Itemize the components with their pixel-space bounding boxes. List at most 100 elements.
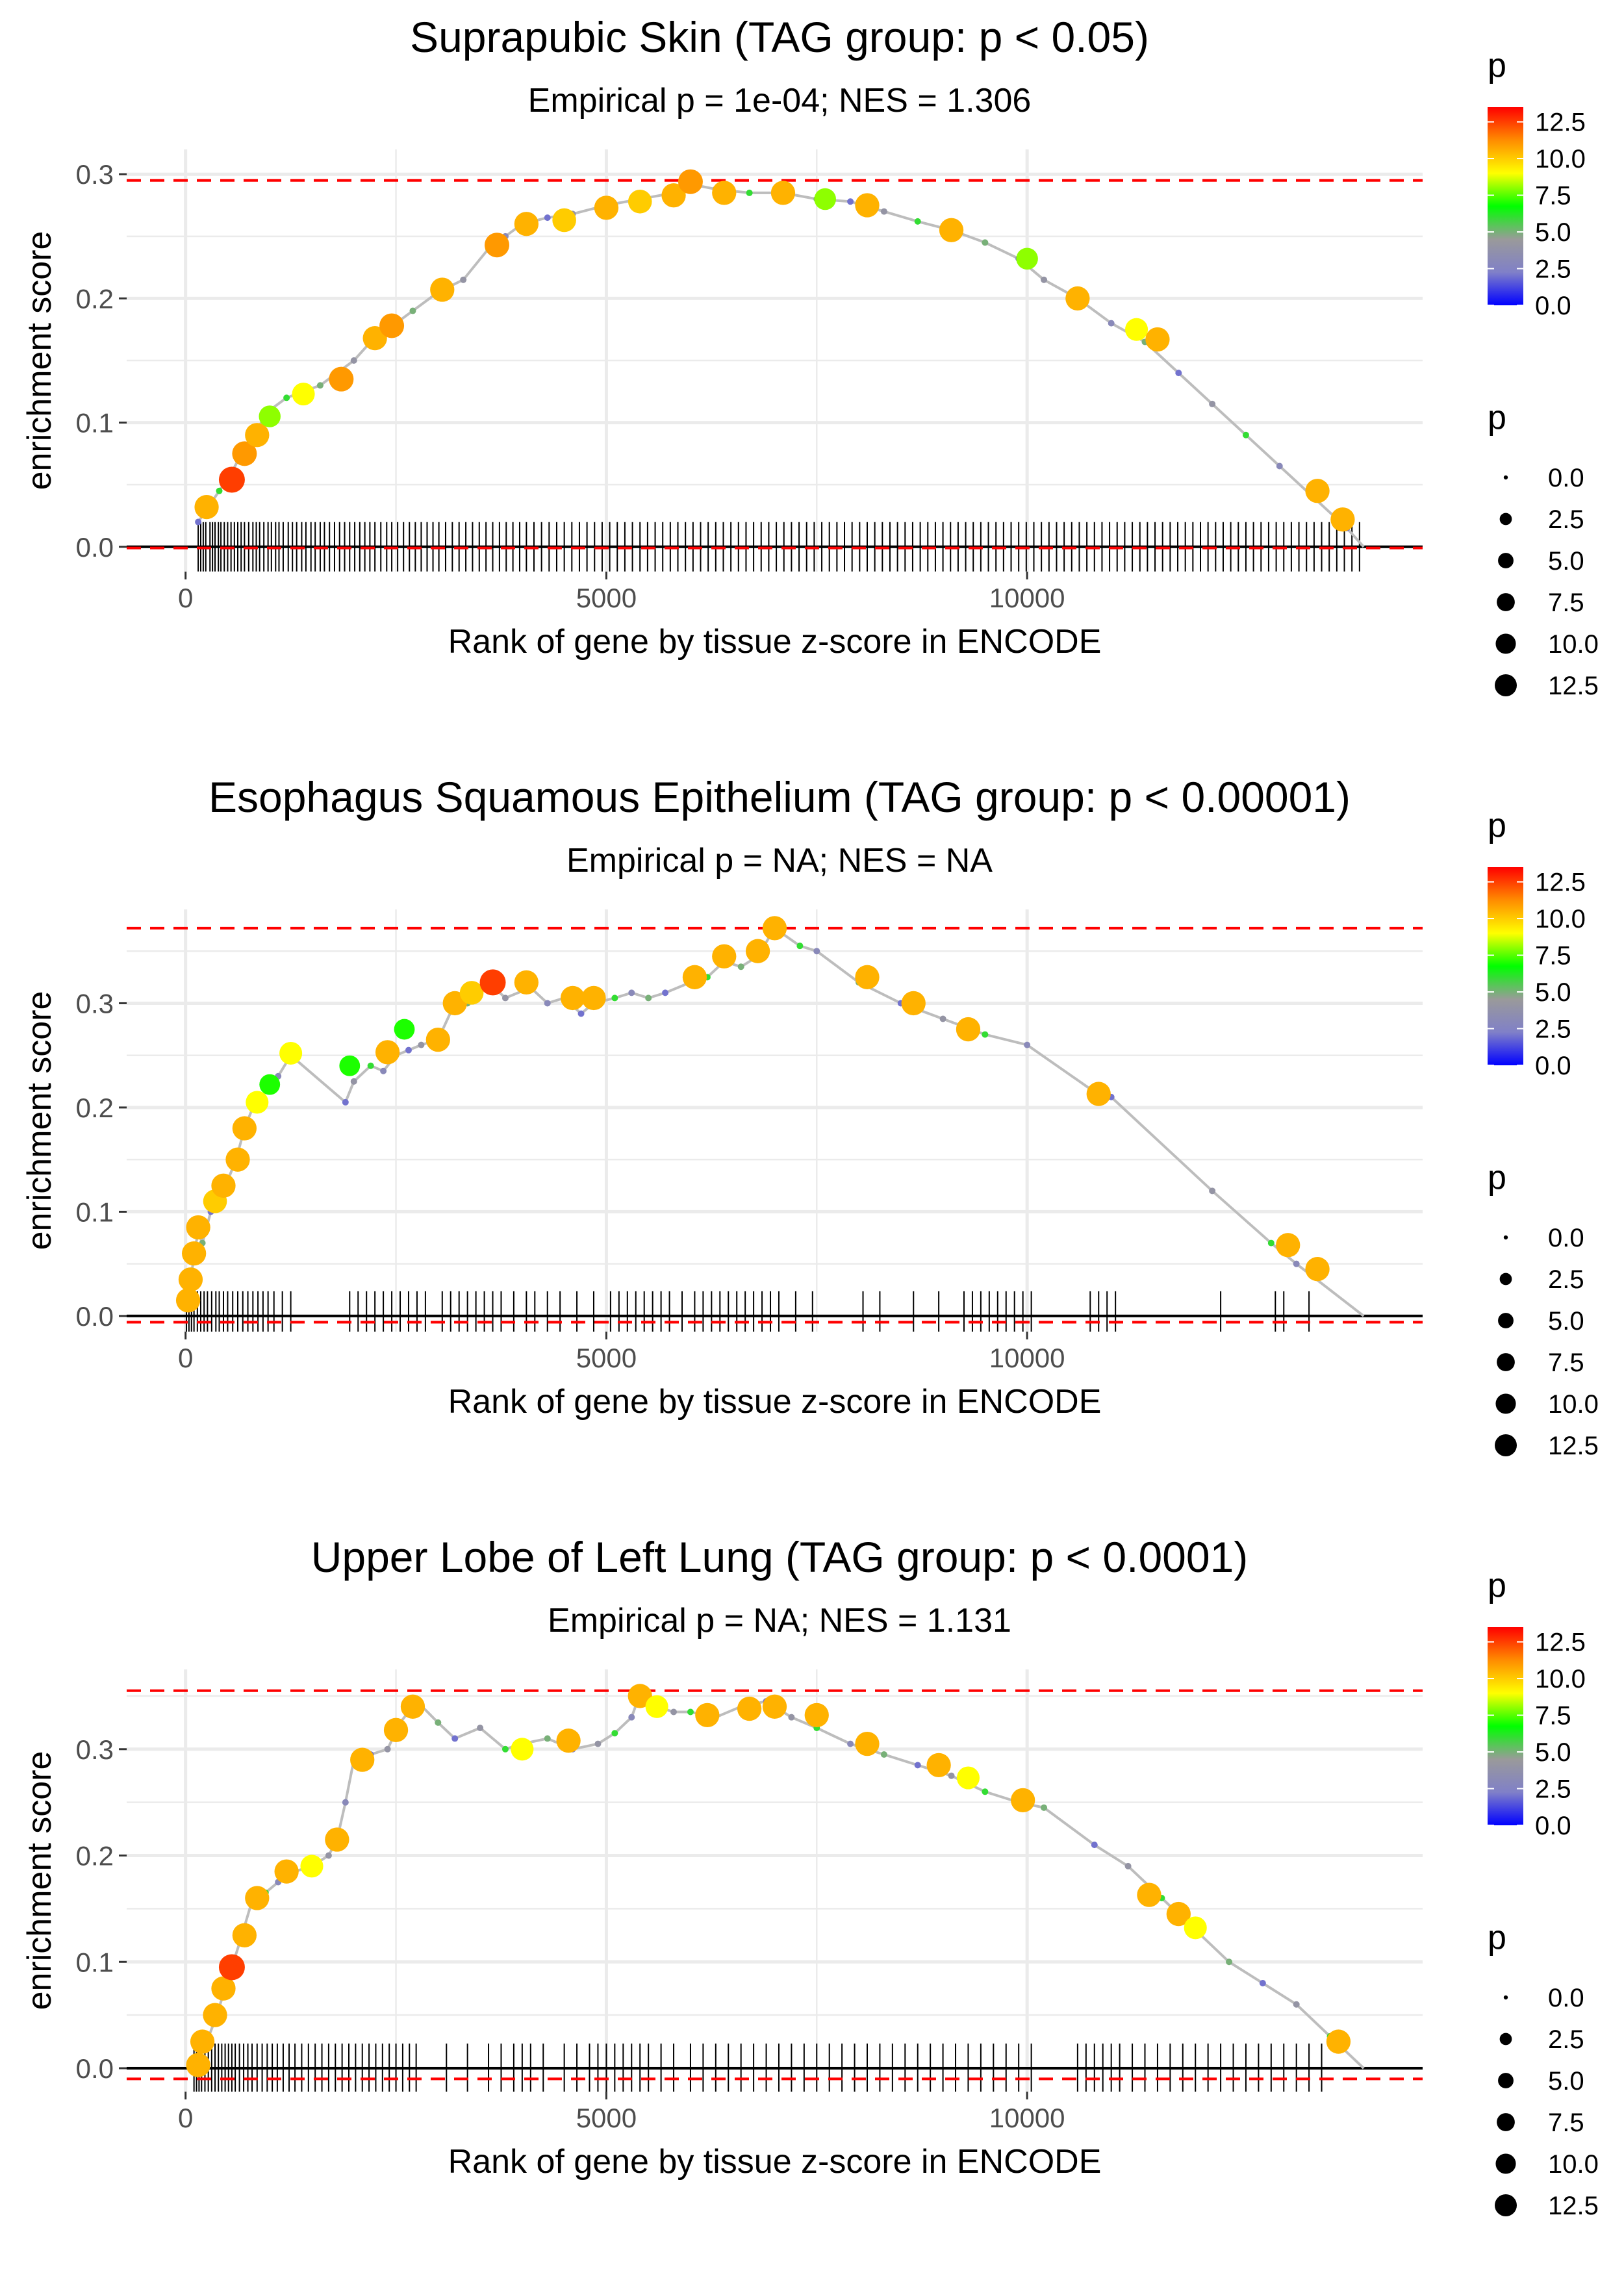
data-point xyxy=(245,423,270,448)
x-tick-label: 5000 xyxy=(576,583,637,613)
chart-subtitle: Empirical p = NA; NES = NA xyxy=(566,842,993,880)
data-point xyxy=(181,1241,207,1266)
y-tick-label: 0.3 xyxy=(76,988,114,1019)
data-point xyxy=(855,1731,880,1756)
data-point xyxy=(645,1695,668,1718)
series-point xyxy=(948,1772,955,1779)
size-legend-key xyxy=(1498,1313,1514,1328)
series-point xyxy=(544,214,551,222)
y-tick-label: 0.0 xyxy=(76,2053,114,2084)
plot-content xyxy=(127,169,1423,572)
x-tick-label: 5000 xyxy=(576,2103,637,2133)
data-point xyxy=(232,1116,257,1141)
size-legend-key xyxy=(1503,475,1508,480)
data-point xyxy=(379,313,405,338)
data-point xyxy=(628,190,652,214)
data-points xyxy=(175,916,1330,1313)
data-point xyxy=(279,1041,303,1065)
y-tick-label: 0.1 xyxy=(76,1947,114,1977)
color-legend-title: p xyxy=(1488,47,1506,84)
size-legend-label: 2.5 xyxy=(1548,1265,1584,1294)
data-point xyxy=(350,1747,375,1772)
x-tick-label: 5000 xyxy=(576,1343,637,1373)
series-point xyxy=(813,948,820,955)
size-legend-key xyxy=(1499,513,1512,526)
series-line xyxy=(197,183,1365,548)
x-axis-label: Rank of gene by tissue z-score in ENCODE xyxy=(448,2143,1102,2181)
series-point xyxy=(880,208,887,215)
series-point xyxy=(594,1740,602,1747)
colorbar-label: 12.5 xyxy=(1535,108,1586,137)
series-point xyxy=(283,394,290,401)
colorbar xyxy=(1488,867,1523,1065)
series-point xyxy=(477,1725,484,1732)
size-legend-label: 10.0 xyxy=(1548,1390,1599,1419)
series-point xyxy=(367,1062,374,1069)
colorbar-label: 10.0 xyxy=(1535,905,1586,933)
series-line xyxy=(186,926,1365,1317)
grid-lines xyxy=(127,909,1423,1332)
size-legend-key xyxy=(1495,633,1516,654)
data-point xyxy=(400,1694,425,1719)
y-tick-label: 0.0 xyxy=(76,1301,114,1332)
data-point xyxy=(232,1923,257,1947)
data-point xyxy=(695,1703,720,1728)
series-point xyxy=(342,1799,349,1806)
size-legend-key xyxy=(1503,1235,1508,1240)
colorbar-label: 10.0 xyxy=(1535,1665,1586,1693)
series-point xyxy=(1293,2001,1300,2008)
plot-area: 0.0 0.1 0.2 0.3 0 5000 10000 xyxy=(76,1669,1423,2133)
series-point xyxy=(628,989,635,996)
colorbar-label: 12.5 xyxy=(1535,1628,1586,1657)
series-point xyxy=(628,1714,635,1721)
series-point xyxy=(1293,1260,1300,1267)
data-point xyxy=(430,277,455,302)
x-axis-label: Rank of gene by tissue z-score in ENCODE xyxy=(448,623,1102,661)
data-point xyxy=(1330,507,1355,532)
data-point xyxy=(855,965,880,989)
data-point xyxy=(514,970,539,994)
data-point xyxy=(292,383,315,406)
series-point xyxy=(847,1740,854,1747)
size-legend-key xyxy=(1497,593,1515,611)
plot-content xyxy=(127,1684,1423,2092)
size-legend-label: 12.5 xyxy=(1548,1432,1599,1460)
data-point xyxy=(1145,327,1170,352)
size-legend-label: 10.0 xyxy=(1548,630,1599,659)
data-point xyxy=(362,325,387,351)
data-point xyxy=(682,965,707,989)
data-point xyxy=(1305,1257,1330,1282)
series-point xyxy=(316,382,324,389)
colorbar-label: 2.5 xyxy=(1535,1775,1571,1804)
series-point xyxy=(350,1078,357,1085)
x-tick-label: 10000 xyxy=(989,1343,1065,1373)
data-point xyxy=(178,1267,203,1292)
series-point xyxy=(687,1708,694,1716)
y-axis-label: enrichment score xyxy=(21,231,58,490)
series-point xyxy=(1091,1842,1098,1849)
data-point xyxy=(459,981,484,1005)
data-point xyxy=(339,1055,361,1076)
size-legend-label: 2.5 xyxy=(1548,2025,1584,2054)
legend-area: 12.5 10.0 7.5 5.0 2.5 0.0 0.0 2.5 5.0 7.5 10.0 12.5 xyxy=(1488,1627,1599,2220)
series-point xyxy=(847,198,854,205)
colorbar-label: 0.0 xyxy=(1535,1052,1571,1080)
colorbar-label: 2.5 xyxy=(1535,255,1571,284)
y-tick-label: 0.1 xyxy=(76,408,114,438)
chart-svg-3: Upper Lobe of Left Lung (TAG group: p < … xyxy=(21,1533,1599,2220)
data-point xyxy=(375,1040,400,1065)
x-axis-label: Rank of gene by tissue z-score in ENCODE xyxy=(448,1383,1102,1421)
size-legend-label: 10.0 xyxy=(1548,2150,1599,2179)
data-point xyxy=(259,1074,281,1095)
series-point xyxy=(1041,276,1048,283)
data-point xyxy=(300,1855,324,1878)
series-point xyxy=(1124,1862,1132,1869)
data-point xyxy=(1326,2029,1351,2054)
size-legend-label: 12.5 xyxy=(1548,672,1599,700)
series-point xyxy=(195,518,202,526)
series-point xyxy=(611,994,618,1002)
y-tick-label: 0.3 xyxy=(76,1734,114,1765)
series-point xyxy=(645,994,652,1002)
chart-subtitle: Empirical p = 1e-04; NES = 1.306 xyxy=(528,82,1032,120)
data-point xyxy=(175,1288,201,1313)
